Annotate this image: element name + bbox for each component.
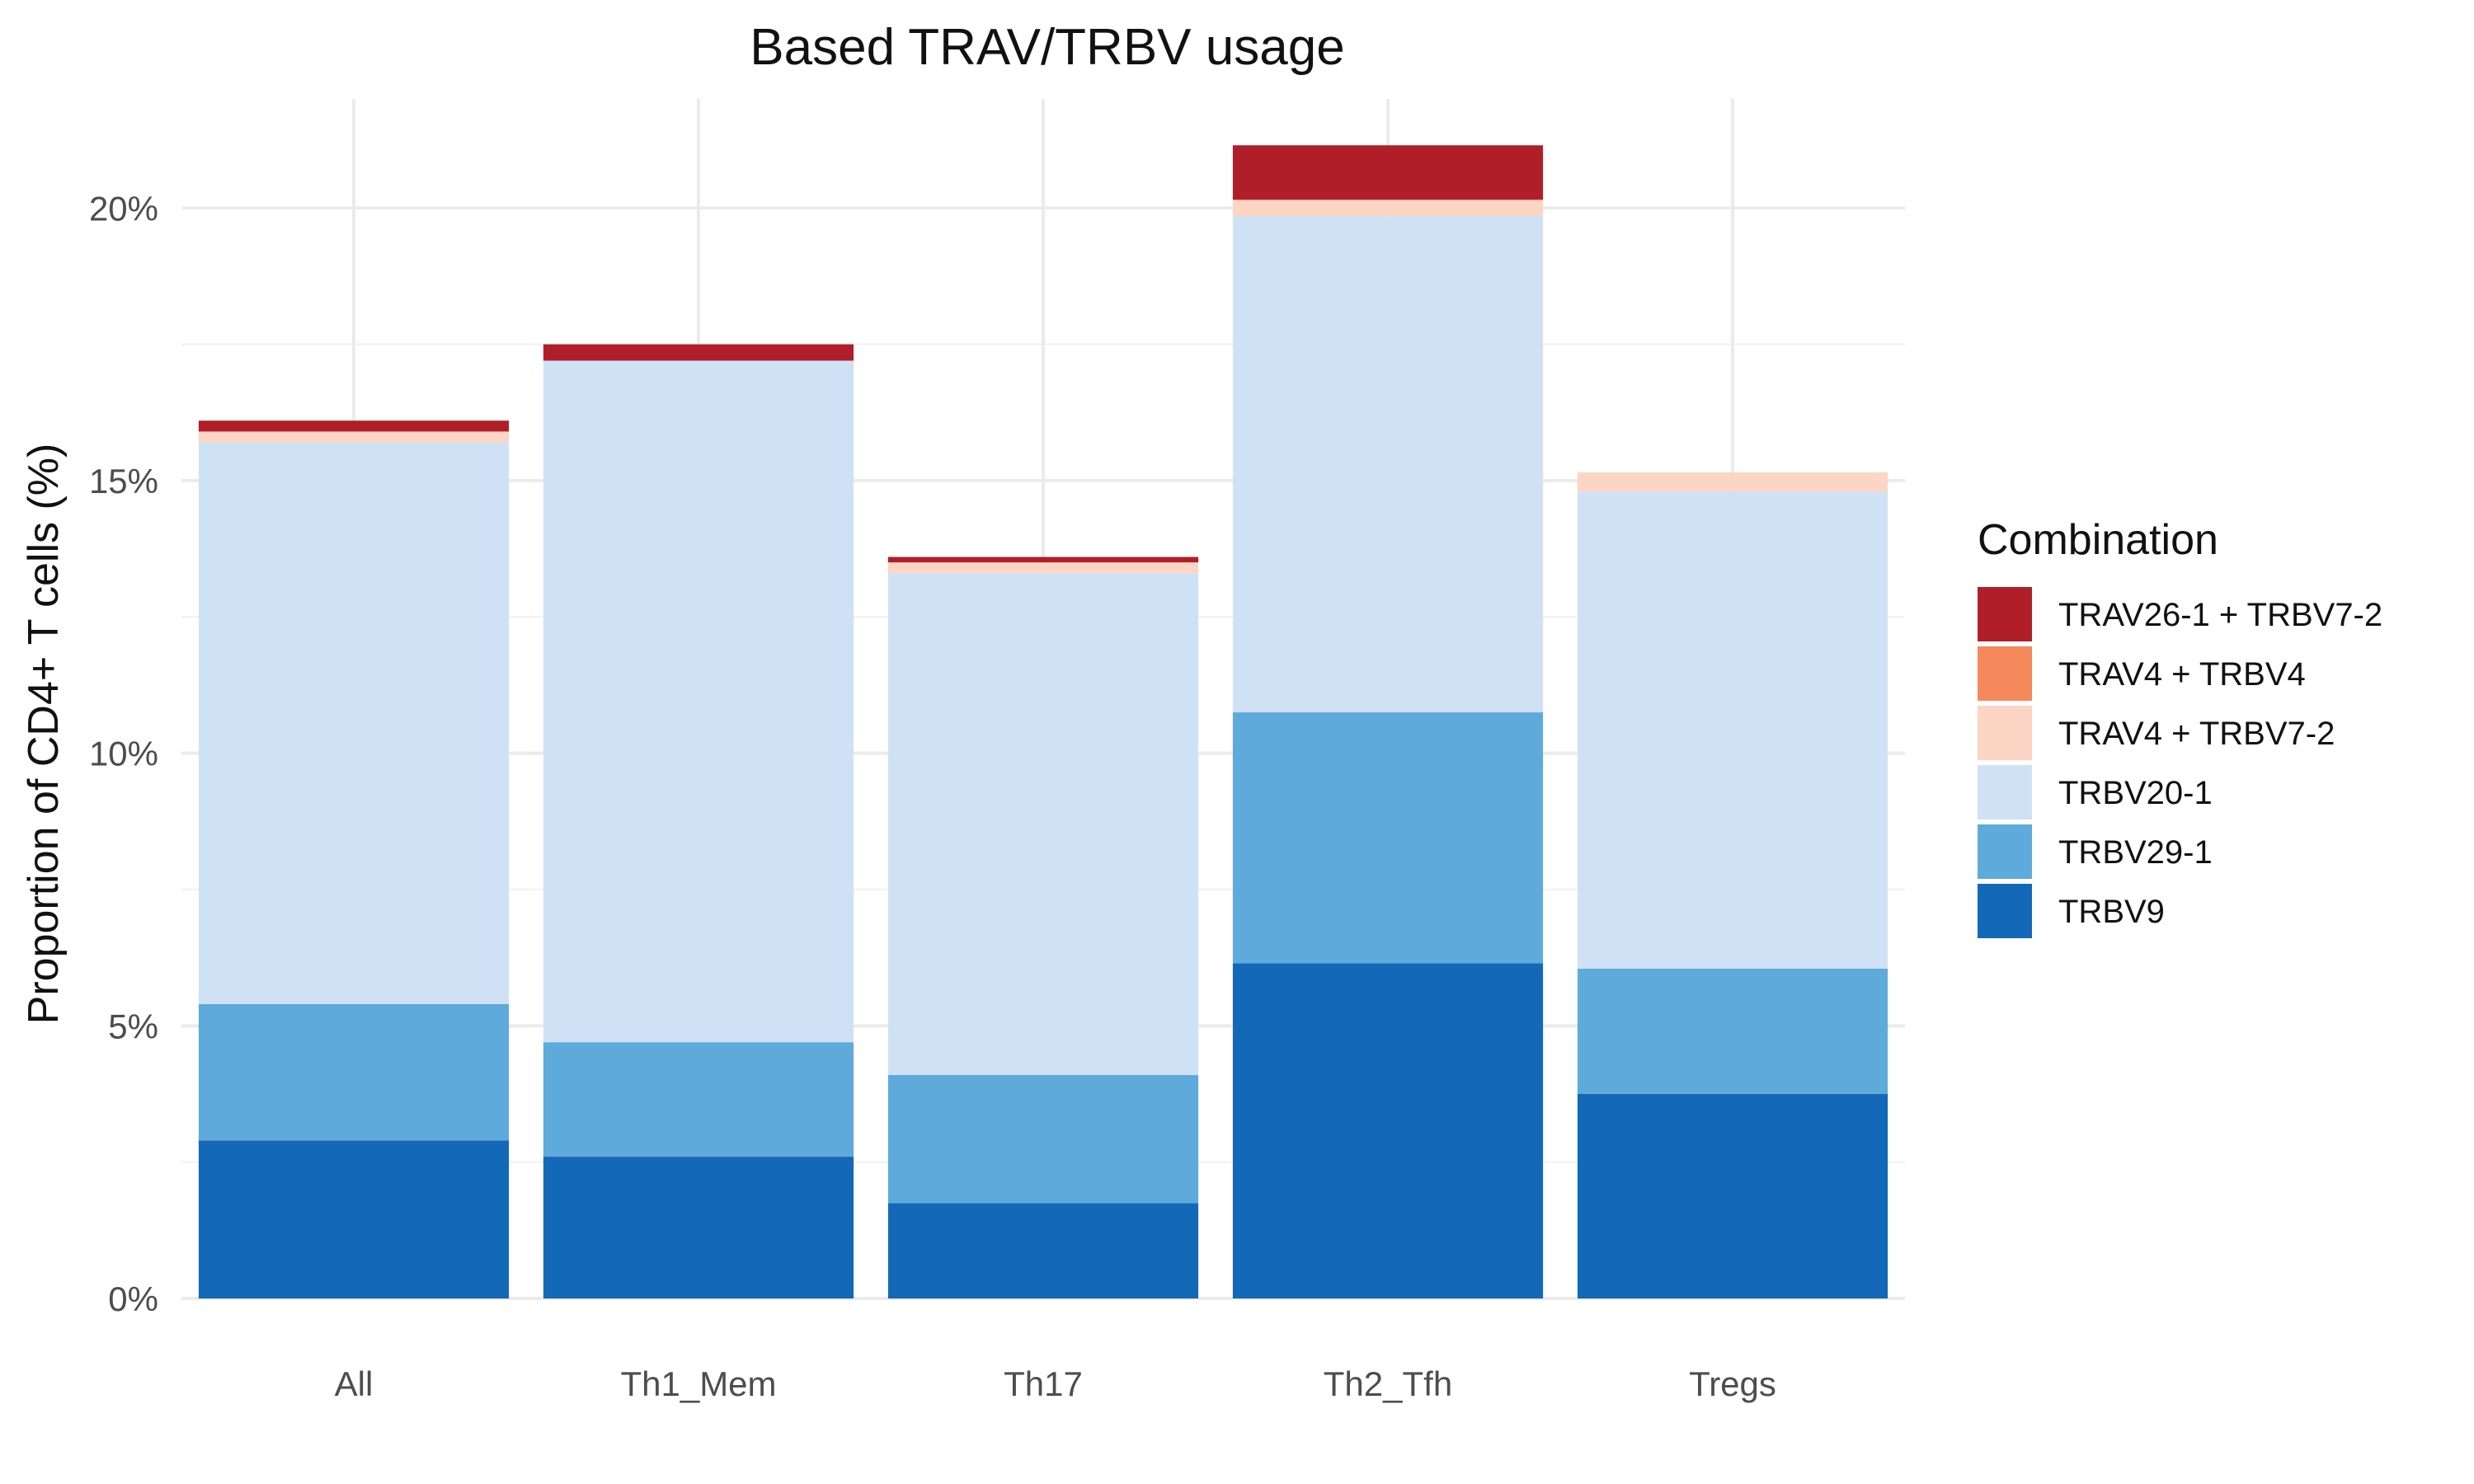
x-tick-label: All xyxy=(335,1364,374,1403)
legend-label: TRBV29-1 xyxy=(2058,834,2213,871)
bar-segment xyxy=(887,1074,1199,1204)
axis-layer: 0% 5% 10% 15% 20% All Th1_Mem Th17 Th2_Tfh Tregs xyxy=(89,189,1776,1403)
bar-segment xyxy=(1232,963,1544,1298)
bar-segment xyxy=(198,431,510,443)
legend: Combination TRAV26-1 + TRBV7-2 TRAV4 + TRB… xyxy=(1978,516,2382,938)
bar-segment xyxy=(543,1157,854,1298)
x-tick-label: Th2_Tfh xyxy=(1324,1364,1452,1403)
bar-segment xyxy=(198,1140,510,1298)
legend-key xyxy=(1978,646,2032,701)
bar-segment xyxy=(198,420,510,432)
bar-segment xyxy=(543,1042,854,1158)
bar-segment xyxy=(1577,1093,1888,1298)
bar-segment xyxy=(1232,145,1544,200)
legend-label: TRAV4 + TRBV7-2 xyxy=(2058,716,2335,752)
bar-segment xyxy=(887,573,1199,1075)
y-tick-label: 5% xyxy=(108,1007,158,1045)
x-tick-label: Th1_Mem xyxy=(620,1364,776,1403)
legend-label: TRAV26-1 + TRBV7-2 xyxy=(2058,597,2382,633)
bar-segment xyxy=(1577,968,1888,1094)
x-tick-label: Tregs xyxy=(1689,1364,1776,1403)
bar-segment xyxy=(887,556,1199,563)
x-tick-label: Th17 xyxy=(1004,1364,1083,1403)
y-tick-label: 0% xyxy=(108,1280,158,1318)
bar-segment xyxy=(198,1003,510,1141)
bar-segment xyxy=(1232,216,1544,713)
bar-segment xyxy=(198,442,510,1004)
bar-segment xyxy=(543,360,854,1043)
legend-key xyxy=(1978,824,2032,879)
legend-label: TRBV20-1 xyxy=(2058,775,2213,811)
bar-segment xyxy=(887,562,1199,574)
y-axis-title: Proportion of CD4+ T cells (%) xyxy=(20,444,68,1025)
y-tick-label: 10% xyxy=(89,735,158,773)
y-tick-label: 20% xyxy=(89,189,158,228)
legend-key xyxy=(1978,706,2032,760)
bar-segment xyxy=(1577,491,1888,969)
legend-label: TRBV9 xyxy=(2058,894,2165,930)
legend-key xyxy=(1978,587,2032,641)
bar-segment xyxy=(1232,200,1544,217)
bar-segment xyxy=(543,344,854,361)
bar-segment xyxy=(1232,712,1544,964)
legend-title: Combination xyxy=(1978,516,2218,564)
bar-segment xyxy=(1577,472,1888,492)
legend-key xyxy=(1978,884,2032,938)
chart-title: Based TRAV/TRBV usage xyxy=(750,19,1344,76)
bars-layer xyxy=(198,145,1888,1298)
bar-segment xyxy=(887,1203,1199,1298)
legend-key xyxy=(1978,765,2032,819)
legend-label: TRAV4 + TRBV4 xyxy=(2058,656,2306,693)
y-tick-label: 15% xyxy=(89,462,158,500)
